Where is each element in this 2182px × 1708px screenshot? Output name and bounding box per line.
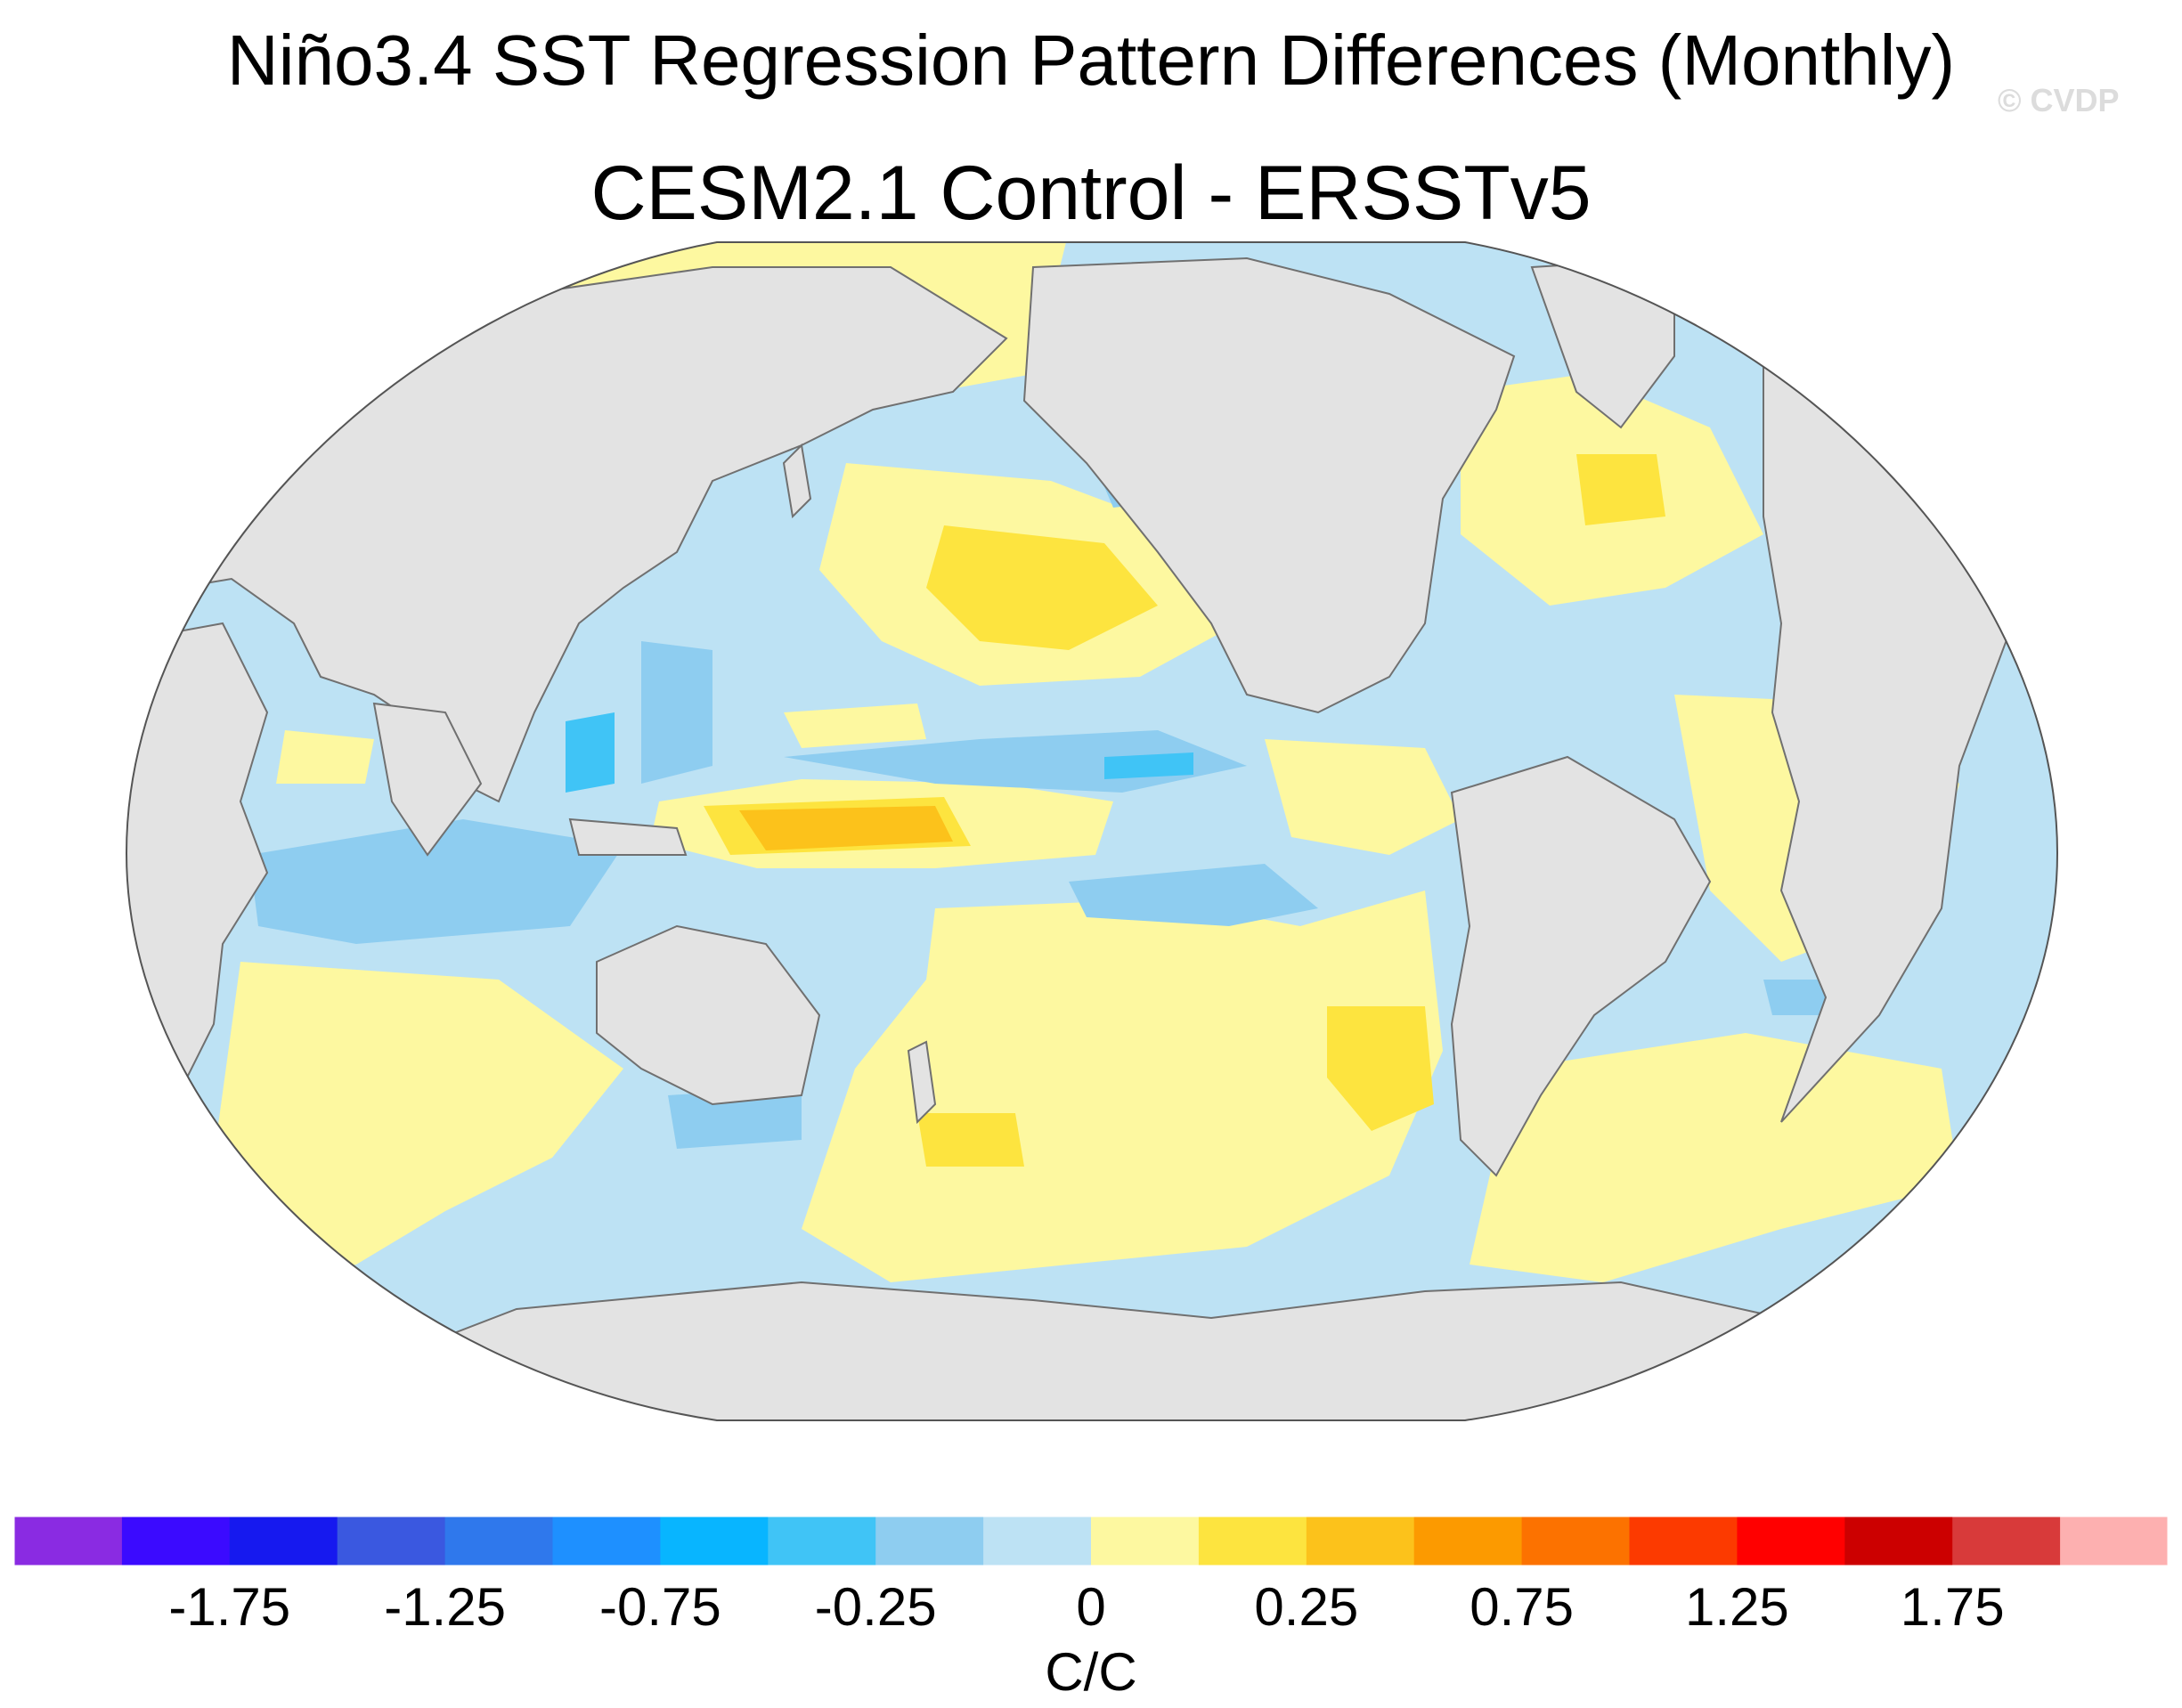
colorbar-box: [768, 1517, 876, 1566]
western-pacific-blue: [641, 641, 712, 784]
colorbar-box: [1091, 1517, 1200, 1566]
colorbar-tick-label: 0.75: [1470, 1577, 1574, 1637]
india: [372, 702, 483, 857]
north-pacific-core: [926, 525, 1158, 650]
colorbar-box: [1844, 1517, 1953, 1566]
indian-ocean-blue: [249, 819, 623, 944]
colorbar-box: [1413, 1517, 1523, 1566]
colorbar-box: [337, 1517, 446, 1566]
south-america: [1450, 755, 1712, 1177]
map-border: [125, 241, 2059, 1421]
south-indian-blue: [668, 1086, 802, 1149]
colorbar-units-label: C/C: [1045, 1642, 1137, 1702]
colorbar-tick-label: -0.75: [599, 1577, 721, 1637]
new-zealand: [907, 1040, 937, 1125]
tropical-pacific-yellow: [784, 704, 926, 748]
plot-subtitle: CESM2.1 Control - ERSSTv5: [590, 150, 1592, 236]
colorbar-box: [1952, 1517, 2061, 1566]
colorbar-outline: [13, 1516, 2169, 1566]
colorbar-tick-label: -0.25: [814, 1577, 937, 1637]
colorbar-box: [1737, 1517, 1845, 1566]
east-pacific-yellow: [1265, 739, 1461, 855]
south-indian-yellow: [214, 962, 623, 1282]
colorbar-box: [660, 1517, 769, 1566]
colorbar-box: [444, 1517, 553, 1566]
southeast-pacific-blue: [1069, 864, 1318, 926]
south-china-sea-blue: [566, 712, 615, 793]
north-america: [1022, 256, 1516, 714]
page-title: Niño3.4 SST Regression Pattern Differenc…: [226, 20, 1956, 100]
colorbar-box: [983, 1517, 1092, 1566]
colorbar-tick-label: -1.25: [384, 1577, 506, 1637]
strong-negative-regions: [566, 712, 1193, 793]
south-pacific-core: [1327, 1006, 1434, 1131]
colorbar-box: [1521, 1517, 1630, 1566]
japan: [782, 443, 812, 519]
colorbar-tick-label: 0.25: [1254, 1577, 1359, 1637]
colorbar-tick-label: 1.75: [1900, 1577, 2005, 1637]
australia: [596, 924, 821, 1106]
east-pacific-blue-core: [1104, 752, 1193, 779]
colorbar-box: [2060, 1517, 2169, 1566]
colorbar-box: [14, 1517, 123, 1566]
colorbar-box: [1198, 1517, 1307, 1566]
southern-ocean-atlantic-yellow: [1470, 1033, 1959, 1282]
maritime-continent: [568, 817, 688, 856]
colorbar-box: [1629, 1517, 1738, 1566]
colorbar-box: [1306, 1517, 1415, 1566]
north-atlantic-core: [1576, 454, 1665, 525]
tasman-core: [917, 1113, 1024, 1167]
south-pacific-yellow: [802, 891, 1443, 1282]
colorbar-tick-label: 1.25: [1685, 1577, 1789, 1637]
colorbar-tick-label: -1.75: [168, 1577, 291, 1637]
colorbar-box: [875, 1517, 984, 1566]
colorbar-box: [552, 1517, 661, 1566]
cvdp-watermark: © CVDP: [1998, 82, 2120, 118]
land-masses: [126, 256, 2015, 1420]
indian-yellow-west: [276, 730, 374, 784]
colorbar-box: [121, 1517, 231, 1566]
equatorial-warm-max: [739, 806, 953, 850]
colorbar-box: [229, 1517, 338, 1566]
colorbar-tick-label: 0: [1076, 1577, 1106, 1637]
